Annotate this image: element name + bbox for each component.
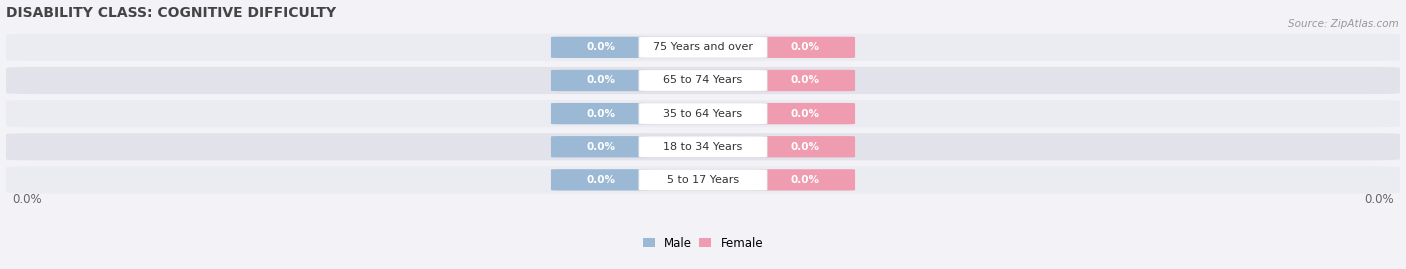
FancyBboxPatch shape xyxy=(638,136,768,157)
Text: Source: ZipAtlas.com: Source: ZipAtlas.com xyxy=(1288,19,1399,29)
FancyBboxPatch shape xyxy=(638,37,768,58)
Text: 5 to 17 Years: 5 to 17 Years xyxy=(666,175,740,185)
Text: DISABILITY CLASS: COGNITIVE DIFFICULTY: DISABILITY CLASS: COGNITIVE DIFFICULTY xyxy=(6,6,336,20)
Text: 0.0%: 0.0% xyxy=(586,142,616,152)
FancyBboxPatch shape xyxy=(755,70,855,91)
Text: 0.0%: 0.0% xyxy=(586,42,616,52)
FancyBboxPatch shape xyxy=(6,67,1400,94)
FancyBboxPatch shape xyxy=(6,166,1400,193)
Text: 0.0%: 0.0% xyxy=(586,76,616,86)
Text: 0.0%: 0.0% xyxy=(13,193,42,206)
Text: 0.0%: 0.0% xyxy=(790,142,820,152)
Text: 0.0%: 0.0% xyxy=(790,175,820,185)
FancyBboxPatch shape xyxy=(551,169,651,190)
FancyBboxPatch shape xyxy=(6,100,1400,127)
Text: 0.0%: 0.0% xyxy=(790,42,820,52)
Text: 35 to 64 Years: 35 to 64 Years xyxy=(664,109,742,119)
FancyBboxPatch shape xyxy=(6,133,1400,160)
FancyBboxPatch shape xyxy=(755,169,855,190)
FancyBboxPatch shape xyxy=(551,103,651,124)
FancyBboxPatch shape xyxy=(638,169,768,190)
Text: 0.0%: 0.0% xyxy=(586,109,616,119)
FancyBboxPatch shape xyxy=(755,136,855,157)
FancyBboxPatch shape xyxy=(638,70,768,91)
FancyBboxPatch shape xyxy=(755,37,855,58)
Text: 18 to 34 Years: 18 to 34 Years xyxy=(664,142,742,152)
FancyBboxPatch shape xyxy=(638,103,768,124)
FancyBboxPatch shape xyxy=(755,103,855,124)
FancyBboxPatch shape xyxy=(551,70,651,91)
FancyBboxPatch shape xyxy=(551,37,651,58)
Text: 0.0%: 0.0% xyxy=(586,175,616,185)
Text: 0.0%: 0.0% xyxy=(1364,193,1393,206)
FancyBboxPatch shape xyxy=(6,34,1400,61)
Legend: Male, Female: Male, Female xyxy=(638,232,768,254)
Text: 75 Years and over: 75 Years and over xyxy=(652,42,754,52)
Text: 0.0%: 0.0% xyxy=(790,76,820,86)
Text: 65 to 74 Years: 65 to 74 Years xyxy=(664,76,742,86)
Text: 0.0%: 0.0% xyxy=(790,109,820,119)
FancyBboxPatch shape xyxy=(551,136,651,157)
